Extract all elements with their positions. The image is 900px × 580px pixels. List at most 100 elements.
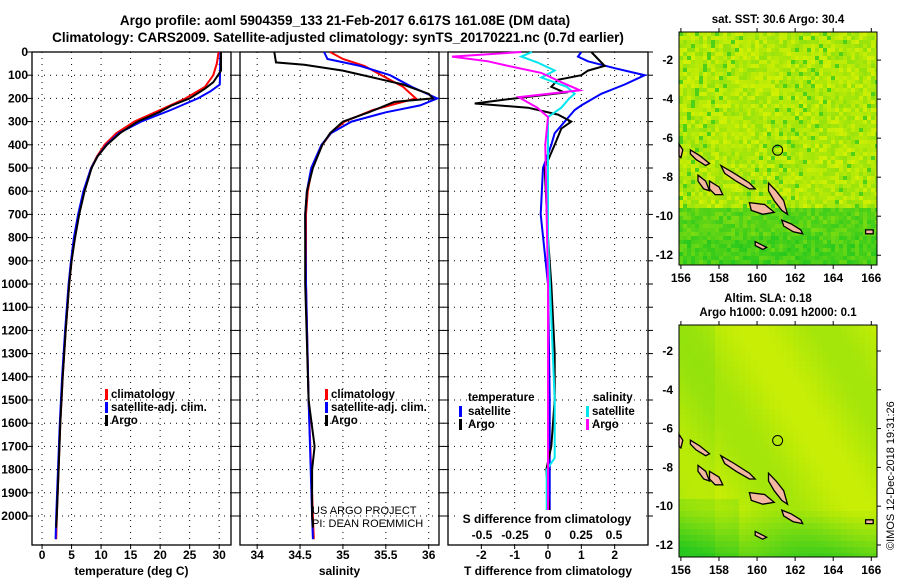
sst-cell	[775, 248, 779, 252]
sst-cell	[699, 108, 703, 112]
sla-cell	[757, 391, 763, 397]
sla-cell	[745, 391, 751, 397]
sla-cell	[811, 397, 817, 403]
sst-cell	[851, 68, 855, 72]
sst-cell	[771, 184, 775, 188]
sst-cell	[723, 104, 727, 108]
sst-cell	[699, 220, 703, 224]
sla-cell	[763, 415, 769, 421]
sst-cell	[739, 232, 743, 236]
sst-cell	[755, 184, 759, 188]
sla-cell	[865, 547, 871, 553]
map-frame	[678, 324, 878, 558]
sst-cell	[803, 200, 807, 204]
sst-cell	[807, 196, 811, 200]
sst-cell	[723, 92, 727, 96]
sst-cell	[867, 152, 871, 156]
sla-cell	[703, 433, 709, 439]
sst-cell	[743, 32, 747, 36]
sst-cell	[823, 84, 827, 88]
sst-cell	[755, 80, 759, 84]
sla-cell	[859, 469, 865, 475]
sst-cell	[715, 204, 719, 208]
sla-cell	[763, 361, 769, 367]
sla-cell	[865, 409, 871, 415]
sla-cell	[811, 415, 817, 421]
sla-cell	[709, 541, 715, 547]
sla-cell	[691, 325, 697, 331]
sst-cell	[795, 236, 799, 240]
sst-cell	[767, 84, 771, 88]
sst-cell	[679, 252, 683, 256]
sst-cell	[723, 144, 727, 148]
sst-cell	[859, 220, 863, 224]
sst-cell	[679, 232, 683, 236]
sst-cell	[791, 124, 795, 128]
sst-cell	[707, 212, 711, 216]
sla-cell	[733, 373, 739, 379]
sst-cell	[751, 68, 755, 72]
sst-cell	[703, 40, 707, 44]
sst-cell	[763, 112, 767, 116]
sla-cell	[829, 529, 835, 535]
sst-cell	[775, 120, 779, 124]
sla-cell	[769, 433, 775, 439]
sst-cell	[831, 176, 835, 180]
sst-cell	[795, 124, 799, 128]
sla-cell	[733, 475, 739, 481]
sst-cell	[827, 188, 831, 192]
sla-cell	[865, 511, 871, 517]
sst-cell	[715, 144, 719, 148]
legend-swatch	[105, 415, 108, 426]
sla-cell	[763, 457, 769, 463]
sst-cell	[819, 52, 823, 56]
sst-cell	[723, 36, 727, 40]
sla-cell	[799, 511, 805, 517]
sst-cell	[875, 64, 877, 68]
sla-cell	[709, 409, 715, 415]
sst-cell	[851, 144, 855, 148]
sst-cell	[875, 100, 877, 104]
sla-cell	[847, 529, 853, 535]
sst-cell	[687, 196, 691, 200]
sla-cell	[721, 499, 727, 505]
sla-cell	[733, 391, 739, 397]
sla-cell	[685, 475, 691, 481]
sst-cell	[695, 188, 699, 192]
sst-cell	[783, 160, 787, 164]
sst-cell	[763, 192, 767, 196]
sst-cell	[799, 152, 803, 156]
sst-cell	[711, 108, 715, 112]
sla-cell	[841, 421, 847, 427]
sst-cell	[791, 40, 795, 44]
sst-cell	[727, 212, 731, 216]
sst-cell	[743, 168, 747, 172]
sst-cell	[763, 72, 767, 76]
sst-cell	[875, 124, 877, 128]
sla-cell	[745, 409, 751, 415]
sla-cell	[775, 361, 781, 367]
sst-cell	[795, 176, 799, 180]
sst-cell	[767, 120, 771, 124]
sla-cell	[691, 505, 697, 511]
sla-cell	[715, 463, 721, 469]
sst-cell	[827, 36, 831, 40]
sst-cell	[871, 88, 875, 92]
sst-cell	[799, 84, 803, 88]
sst-cell	[835, 172, 839, 176]
sst-cell	[695, 200, 699, 204]
sst-cell	[723, 68, 727, 72]
sst-cell	[831, 212, 835, 216]
sst-cell	[699, 80, 703, 84]
sla-cell	[709, 469, 715, 475]
sst-cell	[727, 152, 731, 156]
sst-cell	[795, 32, 799, 36]
sst-cell	[867, 108, 871, 112]
sst-cell	[871, 72, 875, 76]
sst-cell	[727, 184, 731, 188]
sst-cell	[787, 40, 791, 44]
sst-cell	[795, 68, 799, 72]
sla-cell	[763, 547, 769, 553]
sla-cell	[811, 361, 817, 367]
sla-cell	[805, 439, 811, 445]
